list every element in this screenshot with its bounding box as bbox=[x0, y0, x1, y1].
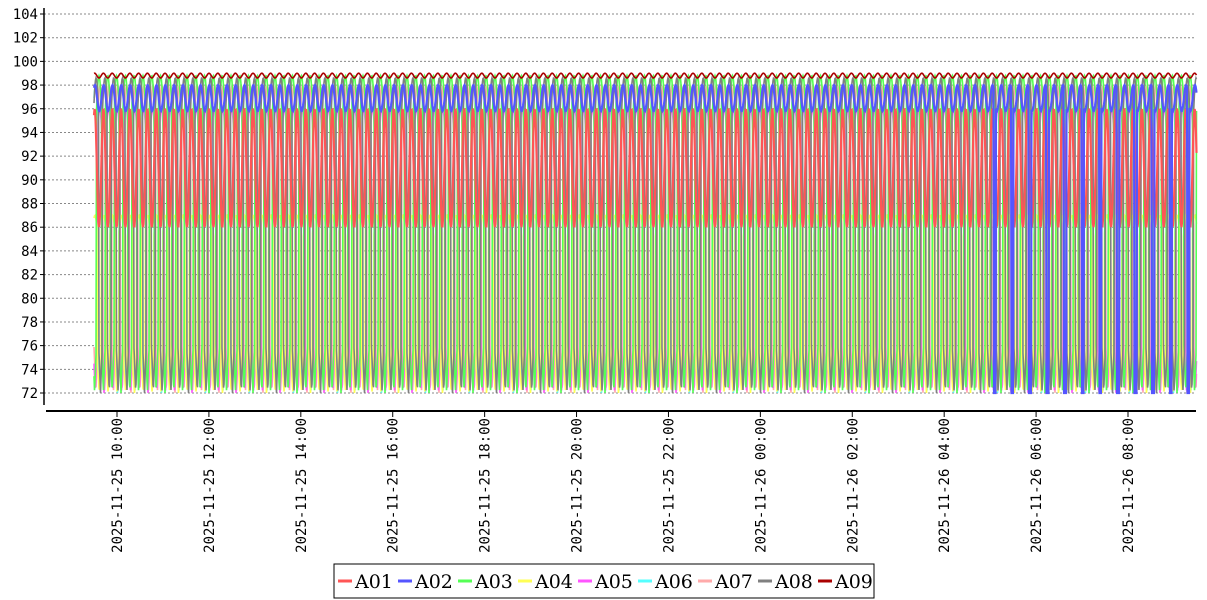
y-tick-label: 100 bbox=[13, 54, 38, 70]
x-tick-label: 2025-11-26 00:00 bbox=[753, 418, 769, 553]
y-tick-label: 88 bbox=[21, 197, 38, 213]
series-line-a08 bbox=[93, 75, 1198, 393]
y-tick-label: 86 bbox=[21, 220, 38, 236]
legend-label-a03: A03 bbox=[474, 571, 513, 593]
x-tick-label: 2025-11-25 18:00 bbox=[478, 418, 494, 553]
axes bbox=[43, 8, 1196, 412]
y-tick-label: 98 bbox=[21, 78, 38, 94]
x-tick-label: 2025-11-25 20:00 bbox=[570, 418, 586, 553]
y-tick-label: 78 bbox=[21, 315, 38, 331]
series-line-a02 bbox=[92, 83, 1198, 395]
legend-label-a01: A01 bbox=[354, 571, 393, 593]
y-tick-label: 72 bbox=[21, 386, 38, 402]
legend: A01 A02 A03 A04 A05 A06 A07 A08 A09 bbox=[333, 563, 875, 599]
x-tick-label: 2025-11-26 06:00 bbox=[1029, 418, 1045, 553]
x-axis-ticks: 2025-11-25 10:00 2025-11-25 12:00 2025-11-… bbox=[110, 411, 1137, 553]
x-tick-label: 2025-11-25 22:00 bbox=[661, 418, 677, 553]
y-tick-label: 90 bbox=[21, 173, 38, 189]
y-tick-label: 94 bbox=[21, 125, 38, 141]
y-tick-label: 80 bbox=[21, 291, 38, 307]
legend-label-a08: A08 bbox=[774, 571, 813, 593]
x-tick-label: 2025-11-25 12:00 bbox=[202, 418, 218, 553]
x-tick-label: 2025-11-25 14:00 bbox=[294, 418, 310, 553]
y-tick-label: 84 bbox=[21, 244, 38, 260]
y-tick-label: 102 bbox=[13, 31, 38, 47]
legend-label-a05: A05 bbox=[594, 571, 633, 593]
y-tick-label: 74 bbox=[21, 362, 38, 378]
y-axis-ticks: 72 74 76 78 80 82 84 86 88 90 92 94 96 98 100 102 104 bbox=[13, 7, 44, 402]
x-tick-label: 2025-11-25 16:00 bbox=[386, 418, 402, 553]
x-tick-label: 2025-11-26 02:00 bbox=[845, 418, 861, 553]
x-tick-label: 2025-11-25 10:00 bbox=[110, 418, 126, 553]
x-tick-label: 2025-11-26 04:00 bbox=[937, 418, 953, 553]
y-tick-label: 96 bbox=[21, 102, 38, 118]
y-tick-label: 104 bbox=[13, 7, 38, 23]
legend-label-a04: A04 bbox=[534, 571, 573, 593]
legend-label-a02: A02 bbox=[414, 571, 453, 593]
plot-area bbox=[92, 72, 1198, 395]
y-tick-label: 82 bbox=[21, 268, 38, 284]
legend-label-a09: A09 bbox=[834, 571, 873, 593]
legend-label-a07: A07 bbox=[714, 571, 753, 593]
series-line-a09 bbox=[93, 72, 1198, 79]
y-tick-label: 92 bbox=[21, 149, 38, 165]
legend-box bbox=[333, 563, 875, 599]
legend-label-a06: A06 bbox=[654, 571, 693, 593]
x-tick-label: 2025-11-26 08:00 bbox=[1121, 418, 1137, 553]
y-tick-label: 76 bbox=[21, 339, 38, 355]
